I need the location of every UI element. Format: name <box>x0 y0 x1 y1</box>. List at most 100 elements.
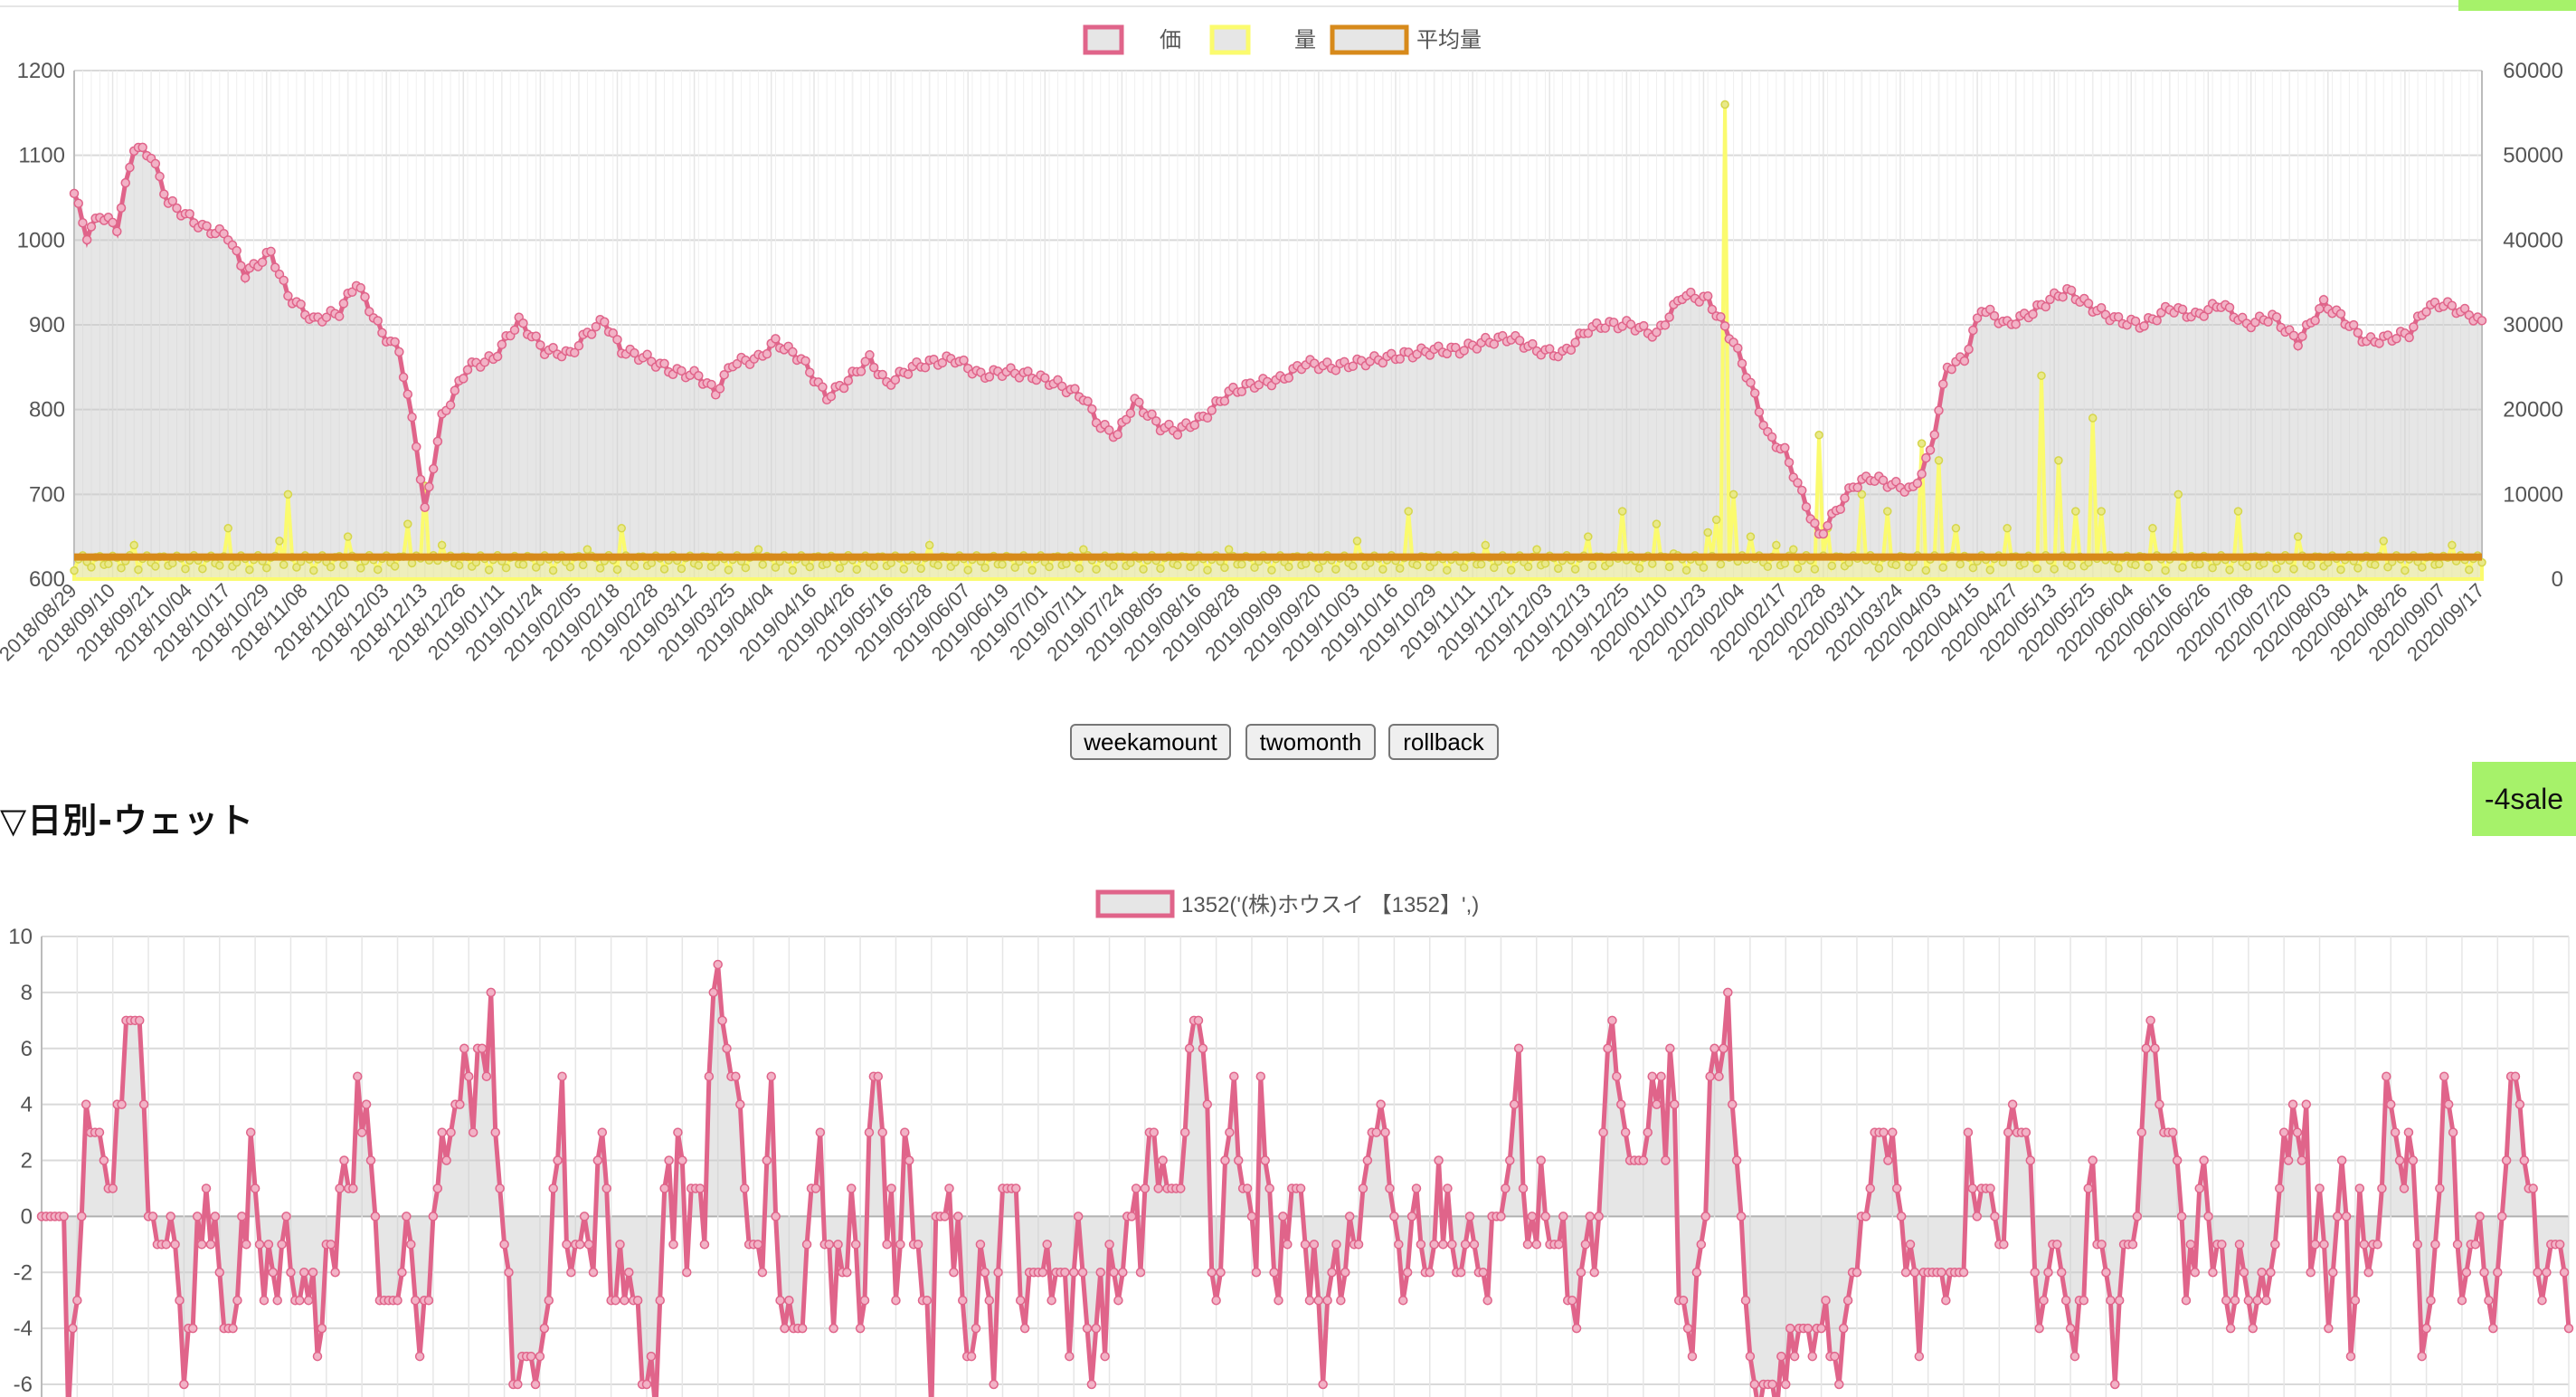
price-point <box>2447 300 2458 310</box>
series-point <box>699 1240 710 1250</box>
series-point <box>646 1351 657 1362</box>
price-point <box>1937 379 1948 389</box>
volume-point <box>1938 563 1947 572</box>
series-point <box>900 1127 910 1137</box>
volume-point <box>565 562 575 572</box>
weekamount-button[interactable]: weekamount <box>1070 724 1231 760</box>
series-point <box>753 1240 763 1250</box>
series-point <box>1158 1155 1168 1165</box>
series-point <box>1518 1183 1529 1193</box>
series-point <box>771 1212 781 1221</box>
volume-point <box>1968 563 1978 573</box>
series-point <box>2297 1155 2307 1165</box>
volume-point <box>963 565 972 575</box>
volume-point <box>1617 507 1627 516</box>
series-point <box>2385 1099 2396 1109</box>
volume-point <box>1476 559 1486 569</box>
price-point <box>116 203 127 213</box>
series-point <box>272 1295 282 1306</box>
series-point <box>2475 1212 2485 1221</box>
volume-point <box>2336 565 2345 575</box>
legend-swatch-series[interactable] <box>1095 889 1175 918</box>
price-point <box>1151 416 1161 426</box>
series-point <box>1749 1379 1760 1390</box>
series-point <box>1242 1183 1253 1193</box>
volume-point <box>501 563 511 573</box>
volume-point <box>835 564 845 573</box>
price-point <box>591 321 601 332</box>
price-point <box>2335 309 2346 319</box>
series-point <box>1585 1212 1596 1221</box>
y-left-tick-label: 1200 <box>17 59 65 83</box>
price-point <box>1912 478 1923 489</box>
volume-point <box>2003 524 2012 533</box>
series-point <box>2043 1268 2053 1278</box>
series-point <box>980 1268 990 1278</box>
series-point <box>192 1212 203 1221</box>
volume-point <box>2233 507 2243 516</box>
series-point <box>677 1155 687 1165</box>
series-point <box>2310 1240 2320 1250</box>
series-point <box>1647 1071 1657 1081</box>
series-point <box>975 1240 986 1250</box>
price-point <box>1053 375 1063 385</box>
price-point <box>1810 518 1820 528</box>
volume-point <box>758 560 767 569</box>
series-point <box>2225 1323 2236 1334</box>
series-point <box>2359 1240 2369 1250</box>
price-point <box>1766 432 1777 442</box>
legend-swatch-average[interactable] <box>1330 24 1409 55</box>
price-point <box>479 357 490 367</box>
series-point <box>1126 1212 1137 1221</box>
price-point <box>1716 312 1726 322</box>
price-point <box>2028 309 2038 319</box>
sale-badge[interactable]: -4sale <box>2472 762 2576 836</box>
series-point <box>1469 1240 1480 1250</box>
volume-point <box>326 563 336 572</box>
legend-swatch-volume[interactable] <box>1209 24 1251 55</box>
series-point <box>615 1240 625 1250</box>
price-point <box>1625 319 1636 329</box>
volume-point <box>2225 565 2234 575</box>
price-point <box>296 299 306 309</box>
series-point <box>1576 1268 1586 1278</box>
series-point <box>1580 1240 1591 1250</box>
y-right-tick-label: 60000 <box>2503 59 2563 83</box>
volume-point <box>2401 565 2410 575</box>
volume-point <box>788 565 798 575</box>
series-point <box>2056 1268 2067 1278</box>
series-point <box>1425 1268 1435 1278</box>
series-point <box>713 959 723 970</box>
price-point <box>428 463 439 474</box>
series-point <box>134 1015 145 1026</box>
series-point <box>2501 1155 2512 1165</box>
volume-point <box>630 562 639 571</box>
price-point <box>762 348 772 359</box>
series-point <box>1082 1323 1093 1334</box>
series-point <box>1527 1212 1538 1221</box>
series-point <box>1620 1127 1631 1137</box>
rollback-button[interactable]: rollback <box>1388 724 1499 760</box>
series-point <box>944 1183 954 1193</box>
price-point <box>920 362 931 373</box>
y-right-tick-label: 50000 <box>2503 144 2563 168</box>
twomonth-button[interactable]: twomonth <box>1245 724 1376 760</box>
y-right-tick-label: 0 <box>2552 567 2563 592</box>
series-point <box>335 1183 345 1193</box>
volume-point <box>339 560 348 570</box>
legend-swatch-price[interactable] <box>1083 24 1124 55</box>
series-point <box>971 1323 981 1334</box>
series-point <box>966 1351 977 1362</box>
volume-point <box>1857 489 1867 499</box>
series-point <box>762 1155 772 1165</box>
price-point <box>1835 504 1846 514</box>
series-point <box>957 1295 968 1306</box>
price-point <box>1964 344 1974 355</box>
price-point <box>2045 294 2055 305</box>
volume-point <box>980 563 990 573</box>
series-point <box>877 1127 887 1137</box>
price-point <box>865 350 875 360</box>
series-point <box>1967 1183 1978 1193</box>
series-point <box>1251 1268 1262 1278</box>
series-point <box>1455 1268 1466 1278</box>
